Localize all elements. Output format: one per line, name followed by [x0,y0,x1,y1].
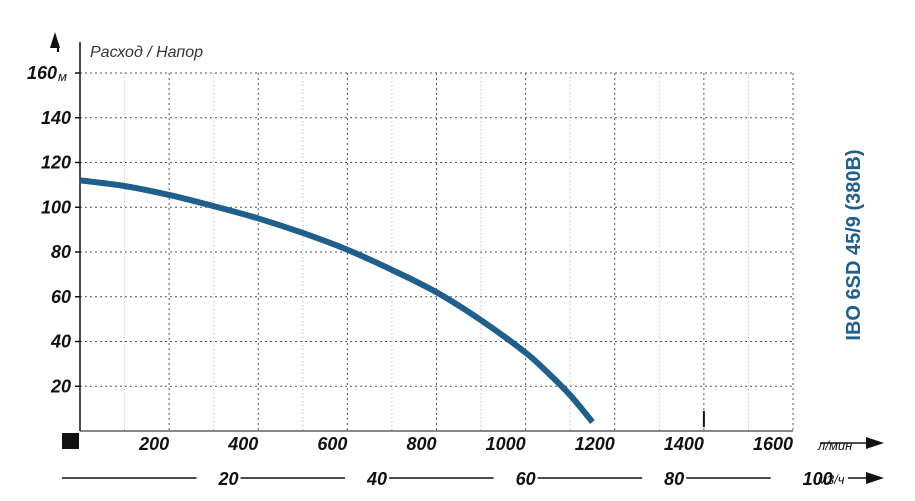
x-tick-label: 1200 [575,434,615,454]
x2-tick-label: 80 [664,469,684,489]
x-tick-label: 800 [406,434,436,454]
chart-title: IBO 6SD 45/9 (380В) [843,149,865,340]
y-tick-label: 60 [51,287,71,307]
y-axis-title: Расход / Напор [90,44,203,61]
tick-labels: 200 400 600 800 1000 1200 1400 1600 20 40 60 80 100 2… [27,63,833,489]
origin-square-icon [62,433,79,449]
x2-axis-arrow-icon [866,472,884,484]
y-tick-label: 160 [27,63,57,83]
y-tick-label: 40 [50,332,71,352]
axes [50,32,884,484]
x2-tick-label: 60 [516,469,536,489]
x-tick-label: 1400 [664,434,704,454]
x-unit-label: л/мин [817,438,852,453]
y-tick-label: 120 [41,153,71,173]
series-layer [79,177,595,424]
y-unit-label: м [58,69,67,84]
x-tick-label: 400 [227,434,258,454]
x2-unit-label: м3/ч [818,472,845,487]
x2-tick-label: 100 [803,469,833,489]
x-tick-label: 600 [317,434,347,454]
x-tick-label: 200 [138,434,169,454]
series-line [79,177,595,424]
y-tick-label: 140 [41,108,71,128]
x2-tick-label: 20 [218,469,239,489]
grid [80,72,794,431]
y-tick-label: 20 [50,376,71,396]
x-axis-arrow-icon [866,437,884,449]
y-tick-label: 100 [41,197,71,217]
y-tick-label: 80 [51,242,71,262]
x-tick-label: 1000 [486,434,526,454]
x-tick-label: 1600 [753,434,793,454]
x2-tick-label: 40 [366,469,387,489]
